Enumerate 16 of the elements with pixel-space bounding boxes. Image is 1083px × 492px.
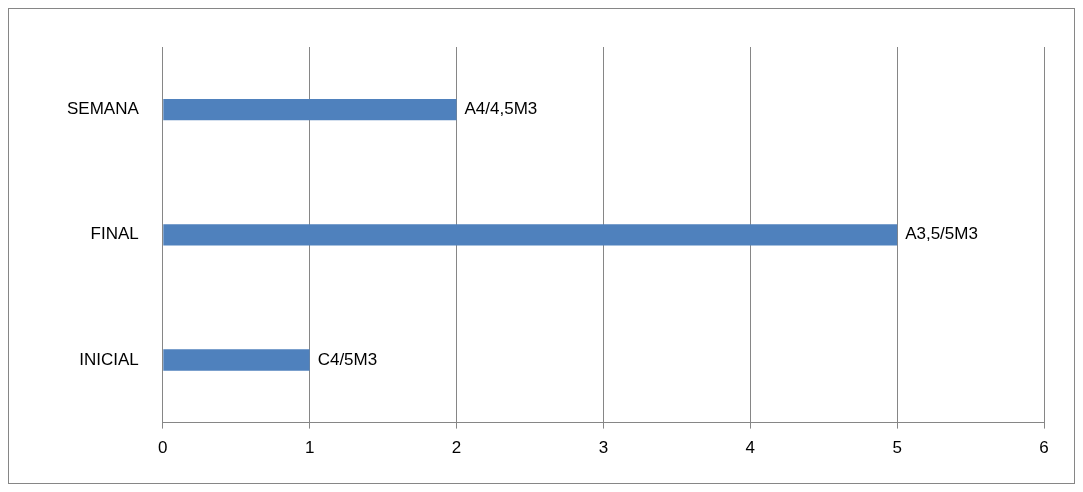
bar	[163, 224, 898, 246]
y-tick-label: FINAL	[90, 224, 139, 244]
data-label: C4/5M3	[317, 349, 378, 369]
x-tick-label: 3	[598, 438, 609, 458]
x-tick-label: 0	[158, 438, 168, 458]
x-tick-label: 6	[1039, 438, 1049, 458]
x-tick-label: 4	[745, 438, 755, 458]
data-label: A3,5/5M3	[905, 224, 978, 244]
bar	[163, 349, 310, 371]
x-tick-label: 5	[892, 438, 902, 458]
x-tick-label: 1	[304, 438, 315, 458]
y-tick-label: INICIAL	[79, 349, 139, 369]
bar	[163, 98, 457, 121]
y-tick-label: SEMANA	[67, 99, 140, 119]
x-tick-label: 2	[451, 438, 462, 458]
data-label: A4/4,5M3	[464, 99, 538, 119]
